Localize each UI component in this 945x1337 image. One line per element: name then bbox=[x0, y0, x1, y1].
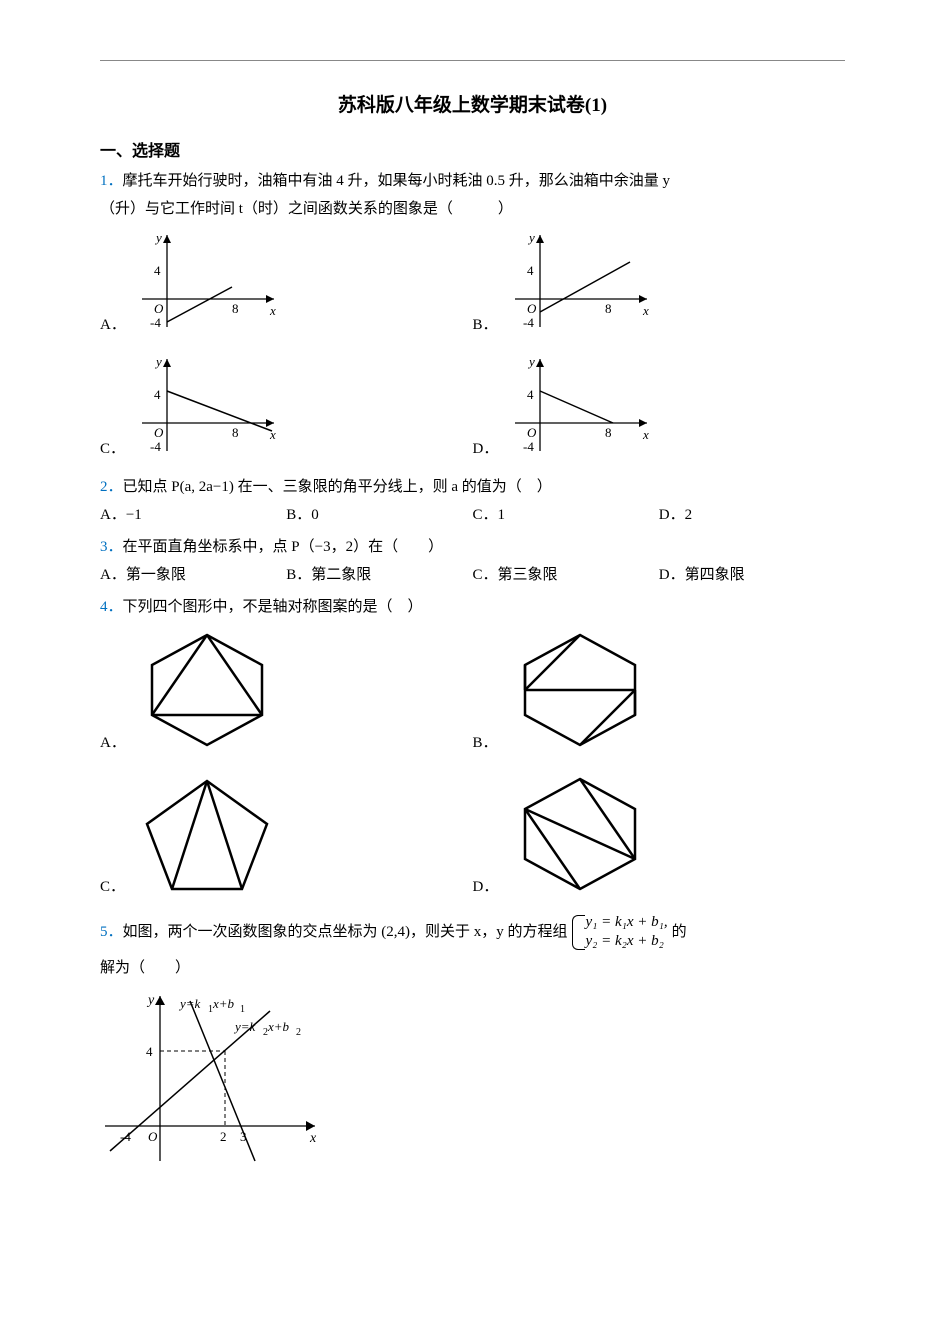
svg-text:8: 8 bbox=[232, 425, 239, 440]
svg-text:O: O bbox=[154, 301, 164, 316]
q5-number: 5． bbox=[100, 920, 123, 944]
q4-text: 下列四个图形中，不是轴对称图案的是（ ） bbox=[123, 599, 423, 615]
svg-text:y=k: y=k bbox=[233, 1019, 256, 1034]
q1-text-a: 摩托车开始行驶时，油箱中有油 4 升，如果每小时耗油 0.5 升，那么油箱中余油… bbox=[123, 173, 671, 189]
q1-chart-B: y x O 4 -4 8 bbox=[505, 227, 655, 337]
q5-text-b: 的 bbox=[672, 920, 687, 944]
q1-line1: 1．摩托车开始行驶时，油箱中有油 4 升，如果每小时耗油 0.5 升，那么油箱中… bbox=[100, 169, 845, 193]
q1-optD-label: D． bbox=[473, 437, 499, 461]
q4-number: 4． bbox=[100, 599, 123, 615]
q4-optD-label: D． bbox=[473, 875, 499, 899]
svg-text:x+b: x+b bbox=[267, 1019, 290, 1034]
q1-options-row1: A． y x O 4 -4 8 B． y x O 4 -4 8 bbox=[100, 227, 845, 337]
q1-number: 1． bbox=[100, 173, 123, 189]
svg-text:4: 4 bbox=[154, 263, 161, 278]
q2-optB: B．0 bbox=[286, 503, 472, 527]
svg-text:1: 1 bbox=[240, 1004, 245, 1015]
q2-number: 2． bbox=[100, 479, 123, 495]
svg-text:-4: -4 bbox=[523, 315, 534, 330]
q1-chart-C: y x O 4 -4 8 bbox=[132, 351, 282, 461]
q3-optB: B．第二象限 bbox=[286, 563, 472, 587]
top-rule bbox=[100, 60, 845, 61]
q5-text-a: 如图，两个一次函数图象的交点坐标为 (2,4)，则关于 x，y 的方程组 bbox=[123, 920, 568, 944]
q4-shape-B bbox=[505, 625, 655, 755]
svg-text:x+b: x+b bbox=[212, 996, 235, 1011]
svg-text:x: x bbox=[309, 1131, 317, 1146]
q4-shape-C bbox=[132, 769, 282, 899]
q2-line: 2．已知点 P(a, 2a−1) 在一、三象限的角平分线上，则 a 的值为（ ） bbox=[100, 475, 845, 499]
q2-text: 已知点 P(a, 2a−1) 在一、三象限的角平分线上，则 a 的值为（ ） bbox=[123, 479, 552, 495]
q5-chart: y x O -4 2 3 4 y=k 1 x+b 1 y=k 2 x+b 2 bbox=[100, 986, 330, 1166]
q3-number: 3． bbox=[100, 539, 123, 555]
q1-chart-A: y x O 4 -4 8 bbox=[132, 227, 282, 337]
q1-options-row2: C． y x O 4 -4 8 D． y x O 4 -4 8 bbox=[100, 351, 845, 461]
q4-options-row2: C． D． bbox=[100, 769, 845, 899]
q1-optA-label: A． bbox=[100, 313, 126, 337]
svg-text:O: O bbox=[527, 425, 537, 440]
q4-shape-A bbox=[132, 625, 282, 755]
q3-line: 3．在平面直角坐标系中，点 P（−3，2）在（ ） bbox=[100, 535, 845, 559]
q4-optB-label: B． bbox=[473, 731, 499, 755]
svg-text:8: 8 bbox=[232, 301, 239, 316]
q3-optC: C．第三象限 bbox=[473, 563, 659, 587]
svg-text:O: O bbox=[154, 425, 164, 440]
q5-eq2: y₂ = k₂x + b₂ bbox=[586, 932, 668, 952]
q5-line2: 解为（ ） bbox=[100, 956, 845, 980]
svg-text:O: O bbox=[148, 1129, 158, 1144]
q1-optC-label: C． bbox=[100, 437, 126, 461]
q1-line2: （升）与它工作时间 t（时）之间函数关系的图象是（ ） bbox=[100, 197, 845, 221]
svg-text:2: 2 bbox=[220, 1129, 227, 1144]
svg-text:y: y bbox=[154, 354, 162, 369]
svg-text:x: x bbox=[642, 427, 649, 442]
section-heading: 一、选择题 bbox=[100, 139, 845, 165]
svg-text:-4: -4 bbox=[150, 439, 161, 454]
svg-text:y=k: y=k bbox=[178, 996, 201, 1011]
svg-text:4: 4 bbox=[527, 263, 534, 278]
svg-text:4: 4 bbox=[146, 1044, 153, 1059]
svg-text:x: x bbox=[642, 303, 649, 318]
q1-chart-D: y x O 4 -4 8 bbox=[505, 351, 655, 461]
q2-options: A．−1 B．0 C．1 D．2 bbox=[100, 503, 845, 527]
q4-optC-label: C． bbox=[100, 875, 126, 899]
svg-text:y: y bbox=[527, 230, 535, 245]
svg-text:x: x bbox=[269, 303, 276, 318]
q4-shape-D bbox=[505, 769, 655, 899]
q3-options: A．第一象限 B．第二象限 C．第三象限 D．第四象限 bbox=[100, 563, 845, 587]
svg-text:y: y bbox=[146, 993, 155, 1008]
q3-text: 在平面直角坐标系中，点 P（−3，2）在（ ） bbox=[123, 539, 444, 555]
svg-text:y: y bbox=[527, 354, 535, 369]
q2-optC: C．1 bbox=[473, 503, 659, 527]
q1-optB-label: B． bbox=[473, 313, 499, 337]
q4-optA-label: A． bbox=[100, 731, 126, 755]
q5-chart-wrap: y x O -4 2 3 4 y=k 1 x+b 1 y=k 2 x+b 2 bbox=[100, 986, 845, 1166]
svg-text:4: 4 bbox=[154, 387, 161, 402]
svg-text:-4: -4 bbox=[150, 315, 161, 330]
q5-line1: 5． 如图，两个一次函数图象的交点坐标为 (2,4)，则关于 x，y 的方程组 … bbox=[100, 913, 845, 952]
svg-text:4: 4 bbox=[527, 387, 534, 402]
q5-eq1: y₁ = k₁x + b₁, bbox=[586, 913, 668, 933]
q2-optA: A．−1 bbox=[100, 503, 286, 527]
q4-options-row1: A． B． bbox=[100, 625, 845, 755]
page-title: 苏科版八年级上数学期末试卷(1) bbox=[100, 91, 845, 121]
svg-text:2: 2 bbox=[296, 1027, 301, 1038]
svg-text:-4: -4 bbox=[523, 439, 534, 454]
q4-line: 4．下列四个图形中，不是轴对称图案的是（ ） bbox=[100, 595, 845, 619]
svg-text:y: y bbox=[154, 230, 162, 245]
svg-text:x: x bbox=[269, 427, 276, 442]
svg-text:O: O bbox=[527, 301, 537, 316]
q3-optD: D．第四象限 bbox=[659, 563, 845, 587]
svg-text:8: 8 bbox=[605, 301, 612, 316]
svg-text:8: 8 bbox=[605, 425, 612, 440]
q5-equation-group: y₁ = k₁x + b₁, y₂ = k₂x + b₂ bbox=[572, 913, 668, 952]
q3-optA: A．第一象限 bbox=[100, 563, 286, 587]
q2-optD: D．2 bbox=[659, 503, 845, 527]
